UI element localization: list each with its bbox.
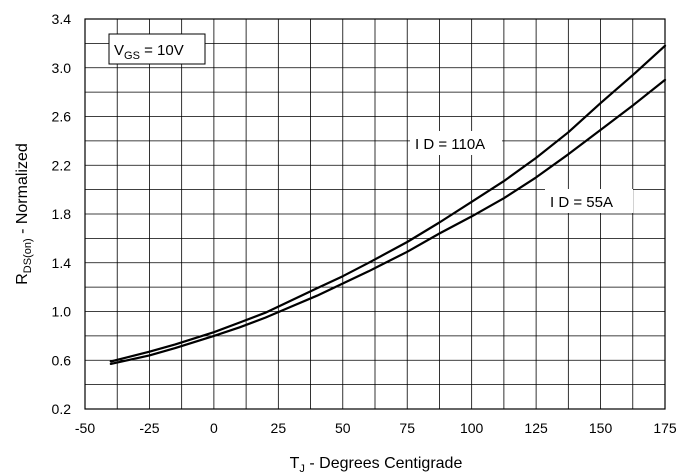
x-tick-label: 25	[271, 420, 287, 436]
x-tick-labels: -50 -25 0 25 50 75 100 125 150 175	[75, 420, 677, 436]
x-tick-label: 125	[524, 420, 548, 436]
x-tick-label: 75	[399, 420, 415, 436]
id110-label-bg	[410, 131, 502, 155]
y-tick-labels: 0.2 0.6 1.0 1.4 1.8 2.2 2.6 3.0 3.4	[52, 11, 72, 417]
x-tick-label: 175	[653, 420, 677, 436]
id55-annotation: I D = 55A	[550, 194, 613, 211]
vgs-annotation-box	[108, 33, 206, 65]
y-axis-title: RDS(on) - Normalized	[14, 143, 34, 285]
x-tick-label: 100	[460, 420, 484, 436]
x-tick-label: -25	[139, 420, 159, 436]
x-tick-label: 50	[335, 420, 351, 436]
y-tick-label: 1.4	[52, 255, 72, 271]
y-tick-label: 0.2	[52, 401, 72, 417]
plot-frame	[84, 18, 666, 410]
x-tick-label: 0	[210, 420, 218, 436]
x-tick-label: 150	[589, 420, 613, 436]
y-tick-label: 3.0	[52, 60, 72, 76]
x-tick-label: -50	[75, 420, 95, 436]
series-line-id-110a	[109, 44, 667, 363]
id110-annotation: I D = 110A	[415, 136, 485, 153]
x-axis-title: TJ - Degrees Centigrade	[290, 455, 463, 473]
y-tick-label: 1.0	[52, 304, 72, 320]
y-tick-label: 2.2	[52, 157, 72, 173]
id55-label-bg	[545, 189, 633, 213]
y-tick-label: 1.8	[52, 206, 72, 222]
series-line-id-55a	[109, 78, 667, 365]
y-tick-label: 2.6	[52, 109, 72, 125]
vgs-annotation: VGS = 10V	[114, 42, 184, 62]
series-lines	[109, 44, 667, 365]
y-tick-label: 0.6	[52, 352, 72, 368]
y-tick-label: 3.4	[52, 11, 72, 27]
